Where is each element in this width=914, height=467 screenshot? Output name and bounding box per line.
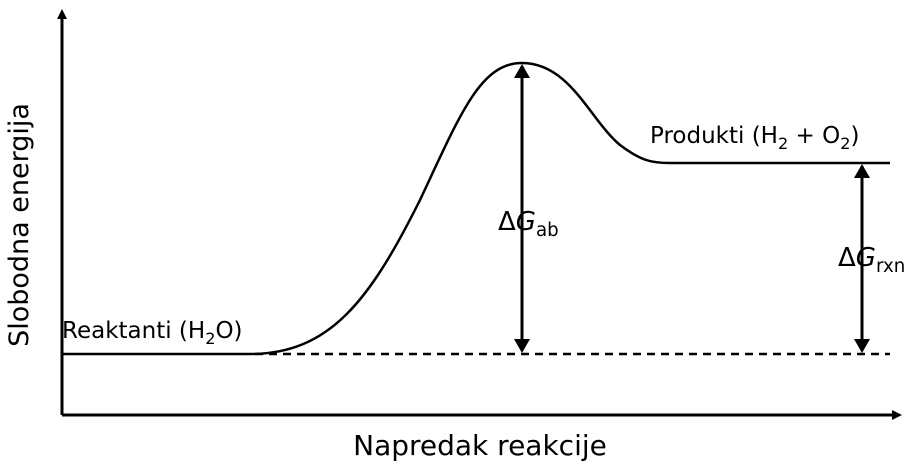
y-axis-label: Slobodna energija (4, 103, 35, 347)
subscript: 2 (205, 329, 215, 348)
label-text: Reaktanti (H (62, 318, 205, 344)
label-text: O) (215, 318, 242, 344)
reaction-label: ΔGrxn (838, 243, 905, 277)
label-text: Produkti (H (650, 123, 778, 149)
energy-curve (62, 61, 890, 356)
activation-label: ΔGab (498, 207, 559, 241)
x-axis-label: Napredak reakcije (353, 429, 607, 462)
subscript: ab (536, 220, 559, 241)
label-text: + O (788, 123, 840, 149)
label-text: ) (850, 123, 859, 149)
label-text: G (516, 207, 536, 237)
subscript: 2 (840, 134, 850, 153)
label-text: G (856, 243, 876, 273)
label-text: Δ (838, 243, 856, 273)
products-label: Produkti (H2 + O2) (650, 123, 859, 153)
label-text: Δ (498, 207, 516, 237)
reactants-label: Reaktanti (H2O) (62, 318, 243, 348)
subscript: 2 (778, 134, 788, 153)
subscript: rxn (876, 256, 905, 277)
